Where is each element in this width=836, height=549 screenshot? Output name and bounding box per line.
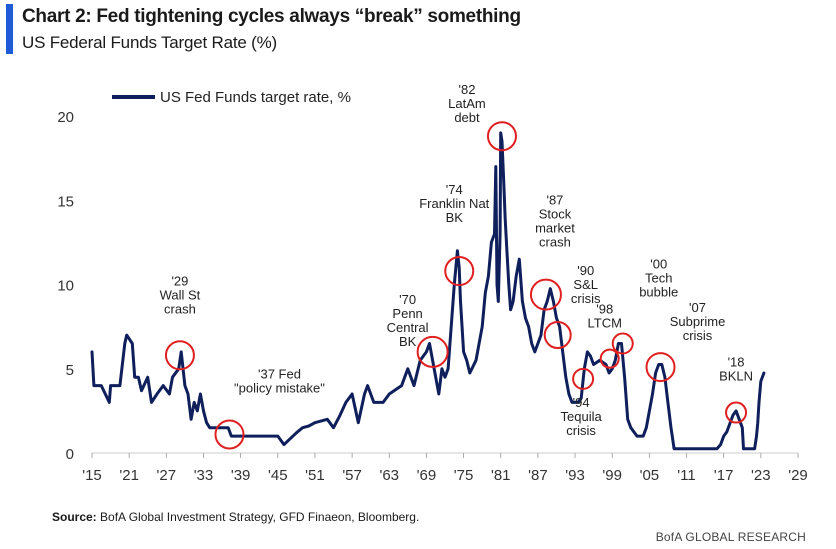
y-tick-label: 15 [57, 193, 74, 210]
x-tick-label: '17 [714, 467, 734, 484]
x-tick-label: '69 [417, 467, 437, 484]
chart-subtitle: US Federal Funds Target Rate (%) [22, 33, 278, 52]
annotation-line: Central [387, 320, 429, 335]
annotation-circle [543, 321, 572, 350]
annotation-line: '07 [689, 300, 706, 315]
x-tick-label: '87 [528, 467, 548, 484]
x-tick-label: '81 [491, 467, 511, 484]
annotation-line: Tech [645, 270, 672, 285]
annotation-circle [645, 352, 676, 383]
x-tick-label: '99 [602, 467, 622, 484]
x-tick-label: '33 [194, 467, 214, 484]
annotation-line: '87 [546, 193, 563, 208]
annotation-line: '00 [650, 256, 667, 271]
y-tick-label: 0 [66, 446, 74, 463]
annotation-label: '70 Penn Central BK [387, 292, 429, 349]
annotation-line: '94 [573, 395, 590, 410]
annotation-circle [529, 278, 562, 311]
brand-label: BofA GLOBAL RESEARCH [655, 530, 806, 544]
annotation-circle [444, 256, 475, 287]
x-tick-label: '21 [119, 467, 139, 484]
annotation-line: bubble [639, 284, 678, 299]
x-tick-label: '93 [565, 467, 585, 484]
annotation-line: market [535, 221, 575, 236]
chart-title: Chart 2: Fed tightening cycles always “b… [22, 6, 521, 27]
y-tick-label: 5 [66, 362, 74, 379]
annotation-line: '90 [577, 263, 594, 278]
annotation-line: crisis [683, 328, 713, 343]
annotation-circle [572, 367, 595, 390]
annotation-line: S&L [573, 277, 598, 292]
source-label: Source: [52, 510, 97, 524]
annotation-label: '82 LatAm debt [448, 82, 486, 125]
y-tick-label: 10 [57, 278, 74, 295]
annotation-label: '94 Tequila crisis [561, 395, 603, 438]
annotation-label: '87 Stock market crash [535, 193, 575, 250]
annotation-line: Subprime [670, 314, 726, 329]
title-accent-bar [6, 4, 13, 54]
x-tick-label: '27 [157, 467, 177, 484]
annotation-line: '18 [728, 355, 745, 370]
annotation-line: debt [454, 110, 480, 125]
annotation-line: Franklin Nat [419, 196, 489, 211]
annotation-circle [214, 419, 245, 450]
source-note: Source: BofA Global Investment Strategy,… [52, 510, 419, 524]
annotation-circle [599, 348, 620, 369]
annotation-label: '07 Subprime crisis [670, 300, 726, 343]
source-text: BofA Global Investment Strategy, GFD Fin… [100, 510, 420, 524]
x-tick-label: '75 [454, 467, 474, 484]
x-tick-label: '11 [677, 467, 695, 484]
annotation-label: '00 Tech bubble [639, 256, 678, 299]
annotation-label: '90 S&L crisis [571, 263, 601, 306]
annotation-line: BK [399, 334, 417, 349]
annotation-line: BKLN [719, 369, 753, 384]
annotation-line: "policy mistake" [234, 380, 325, 395]
annotation-line: '70 [399, 292, 416, 307]
annotation-label: '74 Franklin Nat BK [419, 182, 489, 225]
annotation-line: crisis [571, 291, 601, 306]
x-tick-label: '57 [342, 467, 362, 484]
series-layer [90, 131, 766, 451]
axes: 0 5 10 15 20 '15 '21 '27 '33 '39 '45 '51 '57 '63 '69 '7… [57, 109, 807, 484]
series-line-fed-funds [90, 131, 766, 451]
annotation-line: LTCM [588, 316, 622, 331]
annotation-line: '74 [446, 182, 463, 197]
annotation-label: '37 Fed "policy mistake" [234, 366, 325, 395]
annotation-line: BK [446, 210, 464, 225]
annotation-circle [164, 340, 195, 371]
x-tick-label: '15 [82, 467, 102, 484]
annotations-layer: '29 Wall St crash'37 Fed "policy mistake"'7… [160, 82, 753, 450]
x-tick-label: '39 [231, 467, 251, 484]
annotation-line: '37 Fed [258, 366, 301, 381]
x-tick-label: '63 [379, 467, 399, 484]
legend-label: US Fed Funds target rate, % [160, 89, 351, 106]
annotation-line: '82 [458, 82, 475, 97]
annotation-line: '98 [596, 302, 613, 317]
annotation-label: '98 LTCM [588, 302, 622, 331]
annotation-label: '18 BKLN [719, 355, 753, 384]
x-tick-label: '45 [268, 467, 288, 484]
annotation-circle [486, 121, 517, 152]
legend: US Fed Funds target rate, % [112, 89, 351, 106]
annotation-circle [416, 335, 449, 368]
annotation-line: Stock [539, 207, 572, 222]
x-tick-label: '29 [788, 467, 808, 484]
annotation-line: crisis [566, 423, 596, 438]
annotation-line: Penn [392, 306, 422, 321]
x-tick-label: '05 [640, 467, 660, 484]
annotation-line: crash [164, 301, 196, 316]
annotation-line: Tequila [561, 409, 603, 424]
y-tick-label: 20 [57, 109, 74, 126]
annotation-circle [725, 401, 748, 424]
annotation-label: '29 Wall St crash [160, 273, 201, 316]
annotation-line: LatAm [448, 96, 486, 111]
annotation-line: Wall St [160, 287, 201, 302]
x-tick-label: '23 [751, 467, 771, 484]
x-tick-label: '51 [305, 467, 325, 484]
annotation-line: '29 [171, 273, 188, 288]
annotation-line: crash [539, 235, 571, 250]
annotation-circle [611, 332, 634, 355]
